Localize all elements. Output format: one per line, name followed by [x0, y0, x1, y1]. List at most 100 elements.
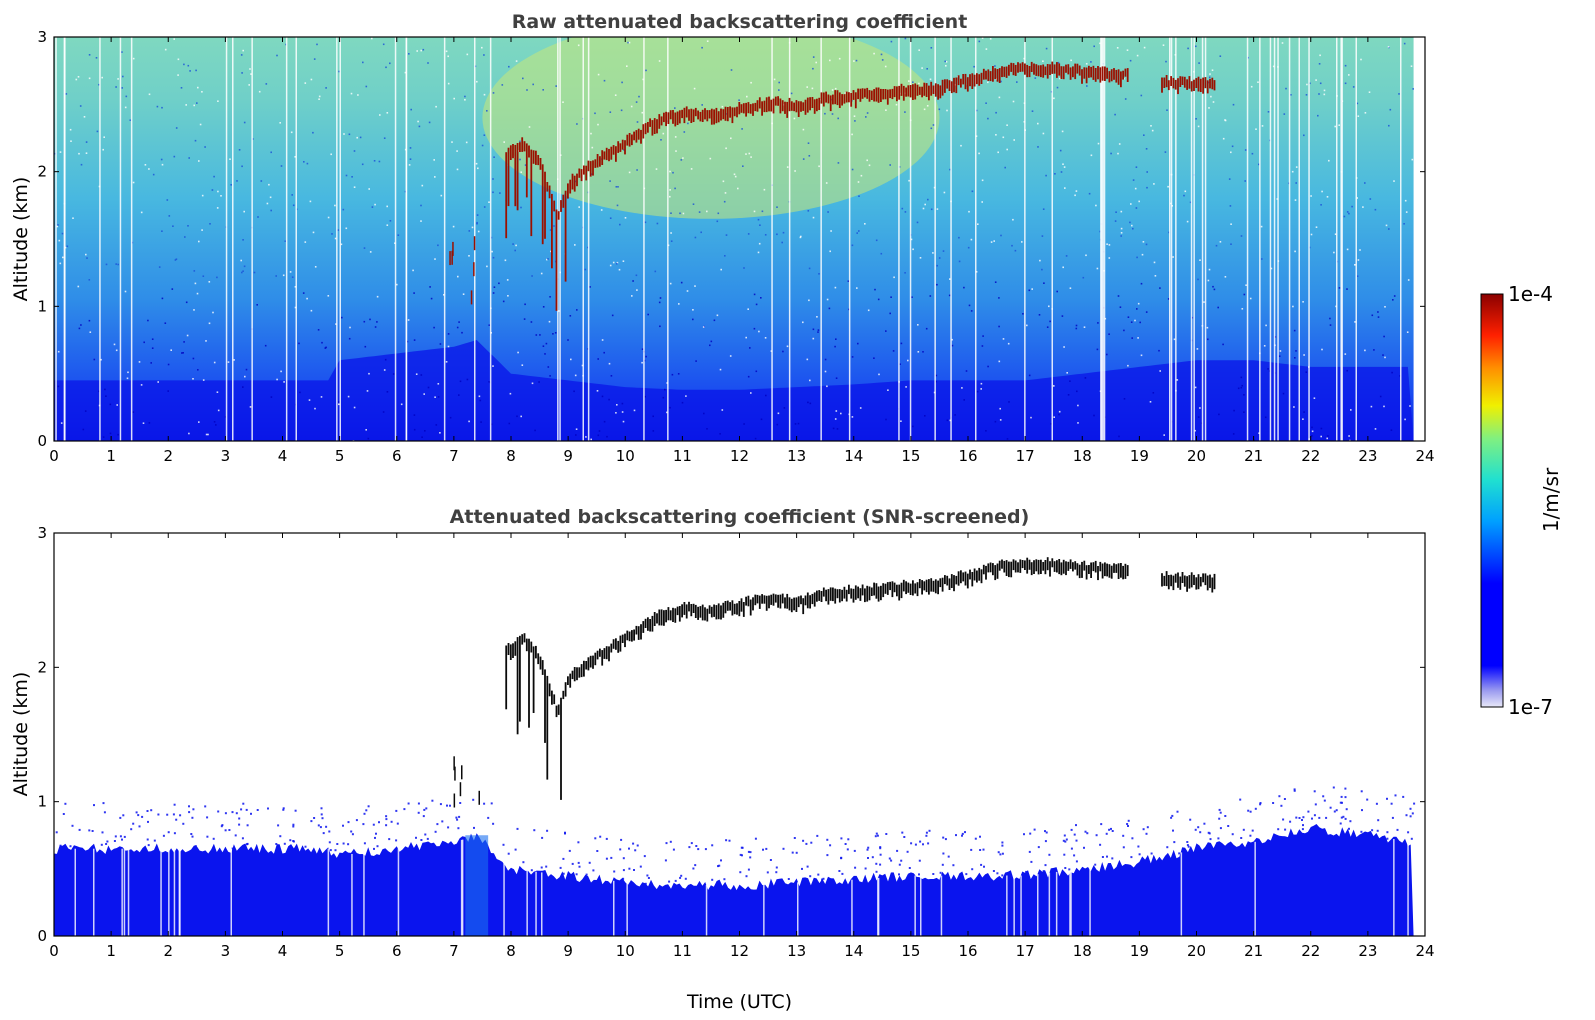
noise-speck — [1255, 128, 1257, 130]
noise-speck — [275, 275, 277, 277]
cloud-column — [736, 603, 738, 615]
noise-speck — [829, 250, 831, 253]
edge-speck — [1122, 834, 1125, 837]
cloud-column — [635, 625, 638, 635]
noise-speck — [427, 62, 429, 64]
noise-speck — [429, 286, 431, 288]
gap-line — [93, 848, 95, 936]
noise-speck — [681, 401, 684, 404]
noise-speck — [371, 37, 373, 40]
cloud-column — [1092, 65, 1095, 80]
edge-speck — [1064, 867, 1067, 869]
cloud-column — [541, 164, 544, 245]
cloud-column — [1120, 71, 1122, 88]
noise-speck — [1370, 405, 1373, 408]
noise-speck — [1132, 179, 1135, 181]
noise-speck — [241, 271, 243, 274]
edge-speck — [619, 848, 622, 851]
noise-speck — [724, 255, 726, 257]
cloud-column — [852, 90, 855, 100]
noise-speck — [662, 132, 665, 135]
cloud-column — [838, 92, 841, 108]
gap-line — [1013, 875, 1015, 936]
colorbar-gradient — [1480, 293, 1504, 708]
cloud-column — [845, 91, 848, 103]
noise-speck — [113, 343, 116, 346]
cloud-column — [514, 641, 517, 656]
edge-speck — [1340, 795, 1343, 798]
cloud-column — [909, 85, 912, 98]
edge-speck — [875, 862, 878, 865]
cloud-column — [704, 607, 706, 621]
noise-speck — [703, 412, 705, 415]
noise-speck — [904, 272, 906, 274]
edge-speck — [434, 830, 437, 833]
cloud-column — [900, 582, 903, 599]
noise-speck — [825, 182, 828, 184]
noise-speck — [193, 104, 195, 107]
cloud-column — [964, 73, 967, 90]
cloud-column — [1010, 561, 1013, 578]
noise-speck — [1037, 122, 1039, 125]
cloud-column — [752, 103, 754, 116]
noise-speck — [1046, 326, 1049, 328]
gap-line — [351, 854, 353, 936]
noise-speck — [343, 133, 345, 135]
noise-speck — [577, 44, 580, 47]
edge-speck — [684, 877, 687, 880]
edge-speck — [1219, 811, 1222, 814]
edge-speck — [919, 840, 922, 843]
edge-speck — [78, 828, 81, 831]
noise-speck — [1359, 249, 1361, 251]
noise-speck — [748, 152, 751, 155]
noise-speck — [124, 290, 127, 293]
noise-speck — [1384, 356, 1386, 359]
cloud-column — [1030, 562, 1033, 576]
noise-speck — [507, 295, 509, 297]
noise-speck — [276, 54, 278, 57]
edge-speck — [1150, 852, 1153, 855]
noise-speck — [807, 210, 810, 212]
noise-speck — [59, 151, 62, 153]
cloud-column — [845, 589, 848, 602]
cloud-column — [1017, 562, 1019, 573]
noise-speck — [1054, 173, 1056, 175]
edge-speck — [1064, 840, 1067, 843]
cloud-column — [532, 150, 535, 164]
edge-speck — [235, 812, 238, 815]
edge-speck — [1063, 853, 1066, 856]
noise-speck — [935, 374, 938, 377]
cloud-column — [562, 194, 565, 208]
noise-speck — [197, 86, 199, 89]
edge-speck — [1086, 832, 1089, 835]
noise-speck — [189, 70, 191, 72]
cloud-column — [1005, 560, 1008, 576]
edge-speck — [328, 830, 331, 833]
cloud-column — [733, 603, 736, 615]
noise-speck — [164, 48, 167, 51]
noise-speck — [880, 252, 883, 255]
edge-speck — [898, 863, 901, 866]
noise-speck — [694, 236, 697, 239]
cloud-column — [674, 112, 677, 127]
noise-speck — [808, 155, 811, 157]
noise-speck — [476, 214, 479, 216]
cloud-column — [1161, 573, 1163, 587]
x-tick-label: 19 — [1130, 942, 1149, 960]
edge-speck — [1313, 814, 1316, 817]
noise-speck — [1041, 235, 1044, 237]
gap-line — [339, 37, 341, 441]
noise-speck — [1222, 343, 1224, 346]
gap-line — [914, 875, 916, 936]
noise-speck — [56, 225, 59, 228]
noise-speck — [1293, 406, 1295, 408]
noise-speck — [1403, 223, 1405, 225]
x-tick-label: 4 — [278, 447, 288, 465]
noise-speck — [908, 179, 910, 182]
edge-speck — [717, 865, 719, 868]
noise-speck — [853, 115, 856, 117]
gap-line — [1259, 37, 1261, 441]
noise-speck — [725, 234, 728, 236]
noise-speck — [545, 342, 548, 345]
edge-speck — [1390, 802, 1393, 805]
